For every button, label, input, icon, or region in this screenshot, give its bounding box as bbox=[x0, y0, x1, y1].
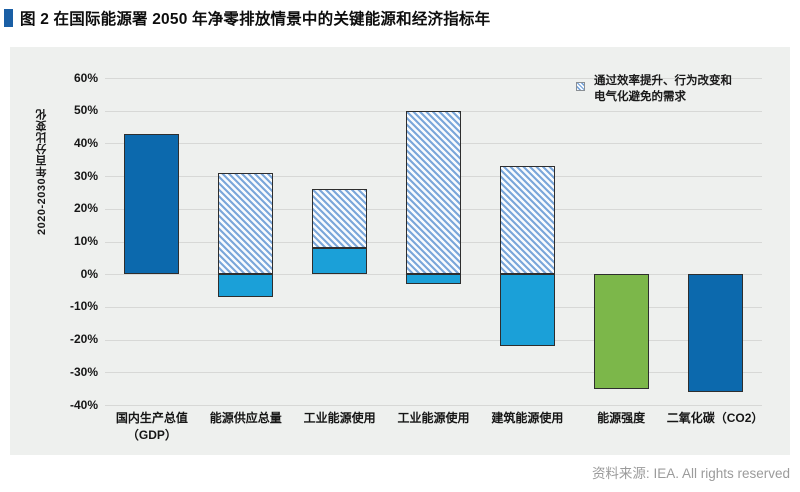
legend-label-line1: 通过效率提升、行为改变和 bbox=[594, 75, 732, 87]
y-tick-label: -40% bbox=[69, 397, 98, 412]
gridline--30 bbox=[105, 372, 762, 374]
y-tick-label: -30% bbox=[69, 364, 98, 379]
y-tick-label: 50% bbox=[73, 103, 98, 118]
bar-segment-blue bbox=[687, 274, 743, 392]
bar-segment-cyan bbox=[406, 274, 461, 284]
y-tick-label: 30% bbox=[73, 168, 98, 183]
bar-segment-hatch bbox=[218, 172, 274, 275]
category-label: 能源强度 bbox=[597, 411, 646, 425]
gridline-60 bbox=[105, 78, 762, 79]
y-tick-label: -10% bbox=[69, 299, 98, 314]
bar-segment-hatch bbox=[499, 166, 555, 275]
bar-segment-cyan bbox=[218, 274, 274, 298]
gridline--20 bbox=[105, 339, 762, 341]
bar-segment-cyan bbox=[312, 248, 368, 275]
y-tick-label: 0% bbox=[80, 266, 98, 281]
bar-segment-hatch bbox=[406, 110, 461, 275]
bar-segment-green bbox=[593, 274, 649, 389]
legend: 通过效率提升、行为改变和 电气化避免的需求 bbox=[576, 73, 732, 105]
y-tick-label: 20% bbox=[73, 201, 98, 216]
category-label: 国内生产总值 （GDP） bbox=[115, 411, 188, 442]
gridline--10 bbox=[105, 306, 762, 308]
bar-segment-blue bbox=[124, 133, 180, 275]
category-label: 工业能源使用 bbox=[397, 411, 470, 425]
legend-label-line2: 电气化避免的需求 bbox=[594, 91, 686, 103]
legend-label: 通过效率提升、行为改变和 电气化避免的需求 bbox=[594, 73, 732, 105]
category-label: 能源供应总量 bbox=[209, 411, 282, 425]
category-label: 二氧化碳（CO2） bbox=[666, 411, 764, 425]
y-tick-label: 10% bbox=[73, 234, 98, 248]
gridline--40 bbox=[105, 405, 762, 406]
hatch-legend-swatch bbox=[576, 82, 585, 91]
y-tick-label: 60% bbox=[73, 70, 98, 85]
source-note: 资料来源: IEA. All rights reserved bbox=[591, 466, 790, 481]
page-title: 图 2 在国际能源署 2050 年净零排放情景中的关键能源和经济指标年 bbox=[20, 11, 491, 28]
category-label: 建筑能源使用 bbox=[491, 411, 564, 425]
bar-segment-cyan bbox=[499, 274, 555, 347]
bar-segment-hatch bbox=[312, 189, 368, 249]
y-tick-label: -20% bbox=[69, 332, 98, 347]
category-label: 工业能源使用 bbox=[303, 411, 376, 425]
figure-title-row: 图 2 在国际能源署 2050 年净零排放情景中的关键能源和经济指标年 bbox=[4, 7, 490, 29]
y-tick-label: 40% bbox=[73, 135, 98, 150]
title-accent-bar bbox=[4, 9, 13, 27]
chart-panel: 2020-2030年百分比变化 60% 50% 40% 30% 20% 10% 0% -10%… bbox=[10, 47, 790, 455]
